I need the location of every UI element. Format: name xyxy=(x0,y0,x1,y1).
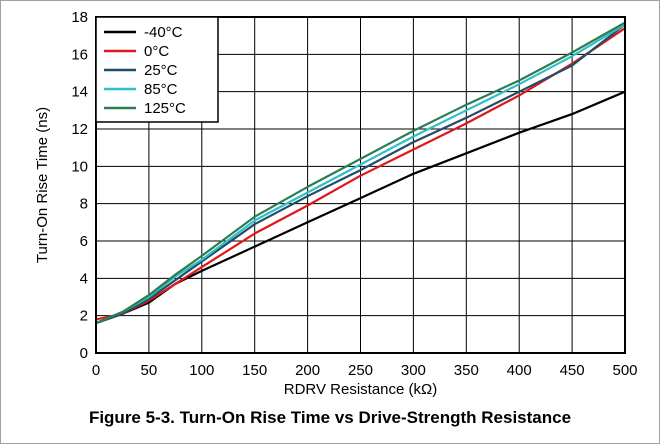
x-tick-label: 500 xyxy=(612,362,637,379)
y-tick-label: 8 xyxy=(80,196,88,213)
x-tick-label: 100 xyxy=(189,362,214,379)
series-line xyxy=(95,90,626,325)
legend: -40°C 0°C 25°C 85°C 125°C xyxy=(95,16,219,123)
y-tick-label: 4 xyxy=(80,270,88,287)
x-tick-label: 0 xyxy=(92,362,100,379)
y-tick-labels: 0 2 4 6 8 10 12 14 16 18 xyxy=(71,9,88,362)
legend-label: -40°C xyxy=(144,24,183,41)
legend-label: 125°C xyxy=(144,100,186,117)
x-tick-label: 450 xyxy=(560,362,585,379)
x-tick-label: 50 xyxy=(141,362,158,379)
y-tick-label: 18 xyxy=(71,9,88,26)
y-tick-label: 14 xyxy=(71,84,88,101)
y-tick-label: 10 xyxy=(71,158,88,175)
legend-label: 85°C xyxy=(144,81,178,98)
series-line xyxy=(95,23,626,325)
plot-border xyxy=(95,16,626,354)
legend-label: 0°C xyxy=(144,43,169,60)
x-tick-label: 300 xyxy=(401,362,426,379)
y-tick-label: 0 xyxy=(80,345,88,362)
series-lines xyxy=(95,21,626,325)
series-line xyxy=(95,27,626,321)
figure-caption: Figure 5-3. Turn-On Rise Time vs Drive-S… xyxy=(88,408,572,427)
x-tick-label: 400 xyxy=(507,362,532,379)
y-tick-label: 6 xyxy=(80,233,88,250)
y-tick-label: 2 xyxy=(80,308,88,325)
x-tick-label: 250 xyxy=(348,362,373,379)
x-tick-label: 350 xyxy=(454,362,479,379)
series-line xyxy=(95,21,626,325)
series-line xyxy=(95,23,626,325)
x-tick-label: 200 xyxy=(295,362,320,379)
x-axis-title: RDRV Resistance (kΩ) xyxy=(284,381,437,398)
y-tick-label: 16 xyxy=(71,46,88,63)
x-tick-label: 150 xyxy=(242,362,267,379)
y-axis-title: Turn-On Rise Time (ns) xyxy=(34,107,51,263)
x-tick-labels: 0 50 100 150 200 250 300 350 400 450 500 xyxy=(92,362,638,379)
y-tick-label: 12 xyxy=(71,121,88,138)
legend-label: 25°C xyxy=(144,62,178,79)
